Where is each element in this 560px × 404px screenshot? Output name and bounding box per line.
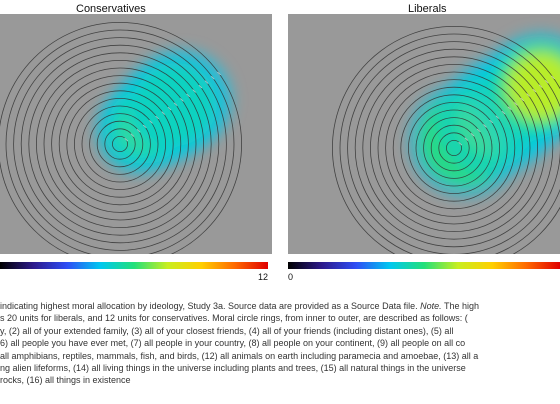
ring-label-mark	[476, 128, 481, 133]
moral-circle-ring	[377, 71, 531, 225]
moral-circle-ring	[58, 82, 182, 206]
figure-caption: indicating highest moral allocation by i…	[0, 300, 560, 387]
moral-circle-ring	[5, 29, 235, 254]
liberals-heatmap	[288, 14, 560, 254]
ring-label-mark	[192, 89, 196, 93]
moral-circle-ring	[400, 94, 508, 202]
caption-note-label: Note.	[420, 301, 442, 311]
moral-circle-ring	[347, 41, 560, 254]
ring-label-mark	[495, 115, 500, 119]
caption-line-3: y, (2) all of your extended family, (3) …	[0, 325, 454, 336]
moral-circle-ring	[354, 48, 554, 248]
moral-circle-ring	[104, 128, 136, 160]
colorbar-fill	[0, 262, 268, 269]
ring-label-mark	[458, 141, 462, 146]
moral-circle-ring	[438, 132, 470, 164]
moral-circle-ring	[81, 105, 159, 183]
ring-label-mark	[483, 124, 487, 128]
conservatives-colorbar	[0, 262, 268, 269]
ring-label-mark	[155, 115, 159, 120]
moral-circle-ring	[385, 79, 523, 217]
moral-circle-ring	[423, 117, 485, 179]
moral-circle-ring	[370, 64, 538, 232]
ring-label-mark	[464, 137, 469, 141]
ring-label-mark	[507, 106, 512, 111]
moral-circle-ring	[43, 67, 197, 221]
ring-label-mark	[211, 76, 215, 80]
ring-label-mark	[186, 93, 190, 98]
ring-label-mark	[198, 84, 203, 89]
ring-label-mark	[136, 129, 141, 133]
moral-circle-ring	[96, 120, 144, 168]
moral-circle-ring	[66, 90, 174, 198]
colorbar-fill	[288, 262, 560, 269]
moral-circle-ring	[0, 22, 242, 254]
ring-label-mark	[142, 124, 147, 129]
moral-circle-ring	[28, 52, 212, 236]
moral-circle-ring	[392, 86, 516, 210]
caption-line-5: all amphibians, reptiles, mammals, fish,…	[0, 350, 479, 361]
ring-label-mark	[501, 110, 506, 115]
conservatives-colorbar-gradient	[0, 262, 268, 269]
moral-circle-ring	[51, 75, 189, 213]
ring-label-mark	[161, 111, 166, 115]
ring-label-mark	[538, 84, 543, 88]
liberals-colorbar-min: 0	[288, 272, 294, 282]
ring-label-mark	[180, 98, 184, 102]
moral-circle-ring	[89, 113, 151, 175]
ring-label-mark	[173, 102, 178, 107]
moral-circle-ring	[36, 60, 204, 228]
conservatives-colorbar-max: 12	[258, 272, 269, 282]
moral-circle-ring	[74, 98, 166, 190]
caption-line-4: 6) all people you have ever met, (7) all…	[0, 338, 466, 349]
moral-circle-ring	[20, 44, 220, 244]
conservatives-heatmap	[0, 14, 272, 254]
liberals-colorbar-gradient	[288, 262, 560, 269]
caption-line-1: indicating highest moral allocation by i…	[0, 300, 560, 312]
ring-label-mark	[167, 106, 172, 111]
caption-line-1-text: indicating highest moral allocation by i…	[0, 301, 421, 311]
moral-circle-ring	[339, 33, 560, 254]
moral-circle-ring	[13, 37, 227, 251]
moral-circle-ring	[415, 109, 493, 187]
ring-label-mark	[514, 102, 518, 106]
moral-circle-ring	[362, 56, 546, 240]
liberals-heatmap-svg	[288, 14, 560, 254]
moral-circle-ring	[112, 136, 129, 153]
caption-line-2: s 20 units for liberals, and 12 units fo…	[0, 313, 468, 324]
ring-label-mark	[149, 120, 153, 124]
ring-label-mark	[520, 97, 524, 102]
moral-circle-ring	[430, 124, 478, 172]
ring-label-mark	[545, 80, 549, 84]
ring-label-mark	[470, 133, 475, 137]
ring-label-mark	[526, 93, 530, 97]
moral-circle-ring	[445, 140, 462, 157]
caption-line-7: rocks, (16) all things in existence	[0, 375, 131, 386]
ring-label-mark	[204, 80, 209, 84]
conservatives-title: Conservatives	[76, 3, 146, 15]
moral-circle-ring	[332, 26, 560, 254]
ring-label-mark	[532, 88, 537, 93]
caption-line-1-tail: The high	[441, 301, 479, 311]
moral-circle-ring	[408, 102, 500, 194]
liberals-title: Liberals	[408, 3, 447, 15]
ring-label-mark	[124, 137, 128, 142]
ring-label-mark	[551, 75, 555, 80]
ring-label-mark	[489, 119, 493, 124]
conservatives-heatmap-svg	[0, 14, 272, 254]
ring-label-mark	[217, 71, 221, 76]
liberals-colorbar	[288, 262, 560, 269]
caption-line-6: ng alien lifeforms, (14) all living thin…	[0, 362, 466, 373]
ring-label-mark	[130, 133, 135, 137]
